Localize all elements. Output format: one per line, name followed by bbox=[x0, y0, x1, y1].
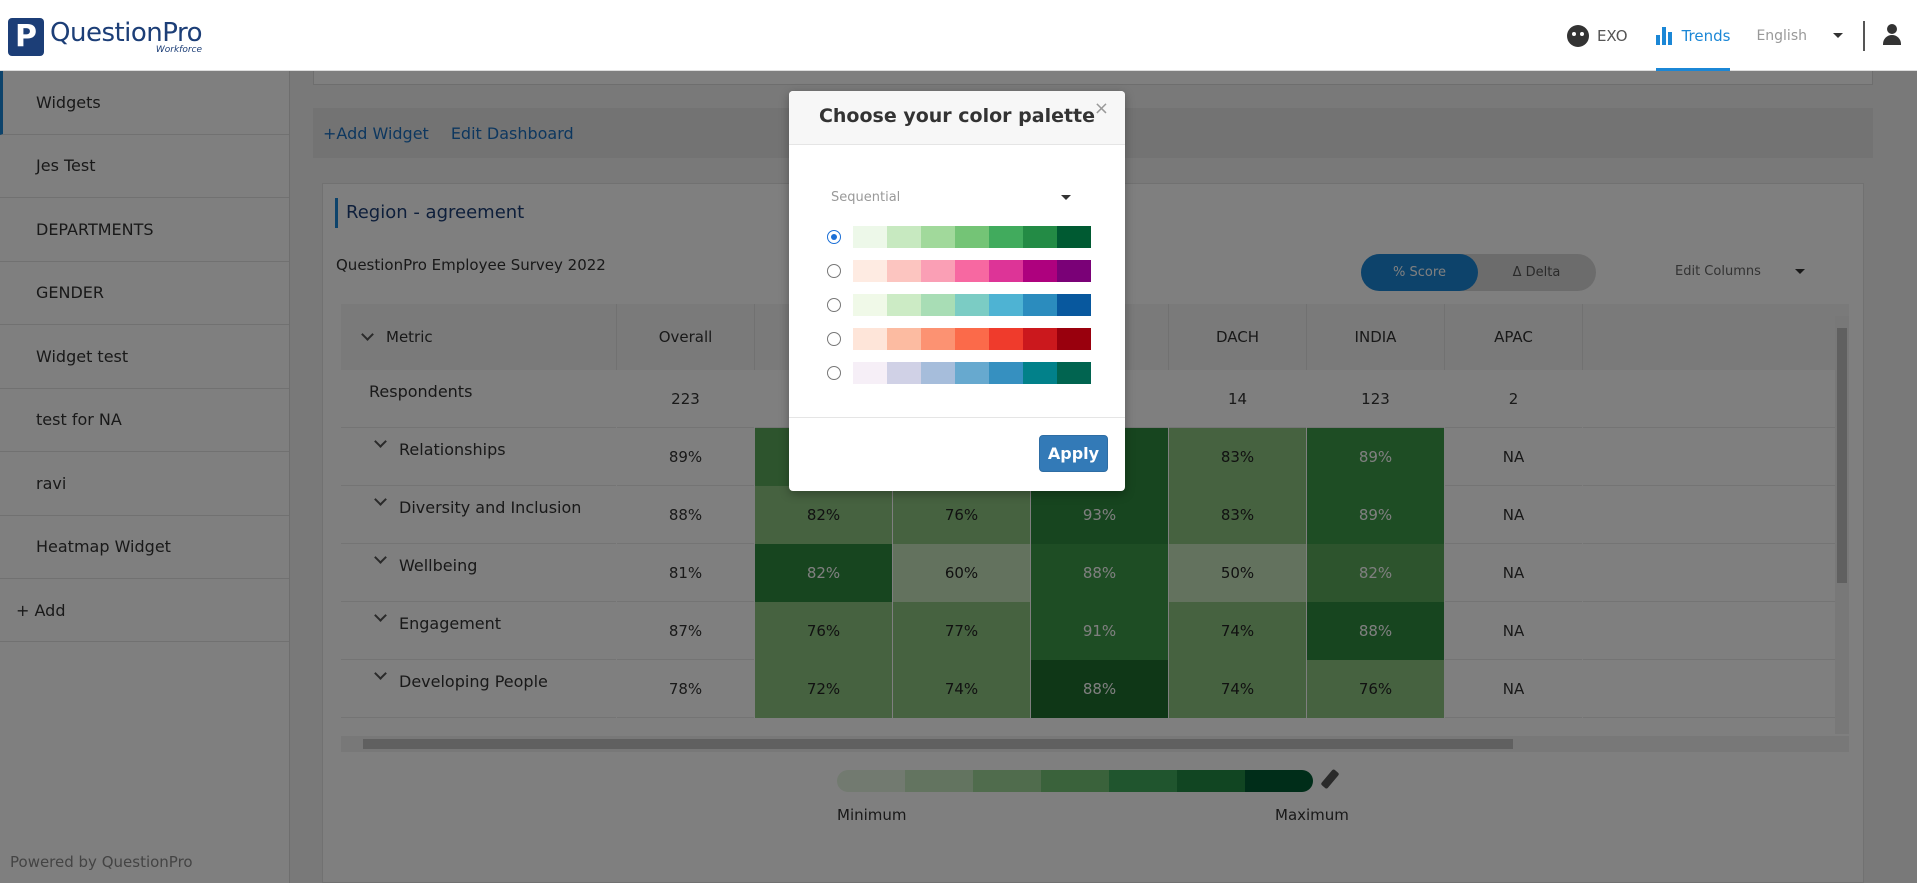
palette-swatch bbox=[921, 226, 955, 248]
palette-swatch bbox=[989, 294, 1023, 316]
palette-swatch bbox=[853, 260, 887, 282]
palette-swatch bbox=[955, 294, 989, 316]
palette-swatches bbox=[853, 328, 1091, 350]
palette-option[interactable] bbox=[827, 226, 1091, 248]
palette-type-select[interactable]: Sequential bbox=[831, 185, 1081, 209]
palette-radio[interactable] bbox=[827, 366, 841, 380]
caret-down-icon bbox=[1061, 195, 1071, 200]
caret-down-icon bbox=[1833, 33, 1843, 38]
palette-option[interactable] bbox=[827, 362, 1091, 384]
palette-radio[interactable] bbox=[827, 230, 841, 244]
palette-swatches bbox=[853, 294, 1091, 316]
nav-exo[interactable]: EXO bbox=[1553, 0, 1642, 71]
nav-exo-label: EXO bbox=[1596, 26, 1628, 45]
nav-trends-label: Trends bbox=[1681, 26, 1731, 45]
palette-option[interactable] bbox=[827, 260, 1091, 282]
palette-swatch bbox=[1023, 328, 1057, 350]
palette-radio[interactable] bbox=[827, 332, 841, 346]
logo-mark: P bbox=[8, 18, 44, 56]
language-label: English bbox=[1756, 27, 1807, 44]
palette-swatch bbox=[921, 328, 955, 350]
palette-swatch bbox=[955, 328, 989, 350]
palette-swatch bbox=[989, 226, 1023, 248]
palette-radio[interactable] bbox=[827, 264, 841, 278]
language-dropdown[interactable]: English bbox=[1744, 20, 1865, 51]
nav-trends[interactable]: Trends bbox=[1642, 0, 1745, 71]
palette-swatch bbox=[1057, 226, 1091, 248]
palette-swatch bbox=[1023, 362, 1057, 384]
palette-swatch bbox=[1023, 260, 1057, 282]
color-palette-modal: Choose your color palette × Sequential bbox=[789, 91, 1125, 491]
apply-button[interactable]: Apply bbox=[1039, 435, 1108, 472]
user-icon[interactable] bbox=[1865, 21, 1917, 51]
top-bar: P QuestionPro Workforce EXO Trends Engli… bbox=[0, 0, 1917, 71]
questionpro-logo[interactable]: P QuestionPro Workforce bbox=[8, 18, 203, 56]
palette-option[interactable] bbox=[827, 294, 1091, 316]
palette-radio[interactable] bbox=[827, 298, 841, 312]
close-icon[interactable]: × bbox=[1093, 98, 1109, 119]
palette-swatch bbox=[887, 226, 921, 248]
palette-swatch bbox=[989, 328, 1023, 350]
palette-swatches bbox=[853, 260, 1091, 282]
palette-swatch bbox=[921, 260, 955, 282]
smiley-face-icon bbox=[1566, 24, 1589, 47]
modal-title: Choose your color palette bbox=[818, 105, 1096, 127]
palette-option[interactable] bbox=[827, 328, 1091, 350]
palette-swatch bbox=[853, 294, 887, 316]
palette-swatch bbox=[989, 260, 1023, 282]
palette-swatch bbox=[1057, 260, 1091, 282]
palette-swatches bbox=[853, 362, 1091, 384]
palette-swatch bbox=[1057, 362, 1091, 384]
palette-swatch bbox=[887, 362, 921, 384]
palette-swatch bbox=[853, 362, 887, 384]
palette-swatch bbox=[887, 294, 921, 316]
palette-swatch bbox=[1023, 226, 1057, 248]
header-nav: EXO Trends English bbox=[1553, 0, 1917, 71]
logo-name: QuestionPro bbox=[50, 18, 203, 48]
palette-swatch bbox=[887, 328, 921, 350]
palette-swatch bbox=[989, 362, 1023, 384]
palette-swatch bbox=[1057, 328, 1091, 350]
palette-swatch bbox=[955, 260, 989, 282]
palette-swatch bbox=[921, 362, 955, 384]
palette-swatch bbox=[955, 226, 989, 248]
bar-chart-icon bbox=[1655, 26, 1674, 45]
modal-footer: Apply bbox=[789, 417, 1125, 491]
logo-subtitle: Workforce bbox=[155, 45, 203, 55]
palette-swatch bbox=[955, 362, 989, 384]
palette-swatch bbox=[887, 260, 921, 282]
palette-swatch bbox=[853, 328, 887, 350]
palette-swatch bbox=[853, 226, 887, 248]
palette-swatch bbox=[1023, 294, 1057, 316]
palette-swatch bbox=[1057, 294, 1091, 316]
palette-swatch bbox=[921, 294, 955, 316]
palette-swatches bbox=[853, 226, 1091, 248]
